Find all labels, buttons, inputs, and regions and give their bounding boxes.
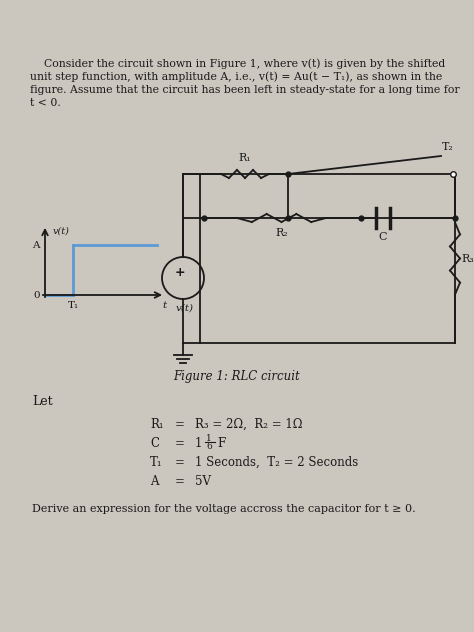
Text: Consider the circuit shown in Figure 1, where v(t) is given by the shifted: Consider the circuit shown in Figure 1, … <box>30 58 445 68</box>
Text: =: = <box>175 418 185 431</box>
Text: R₃ = 2Ω,  R₂ = 1Ω: R₃ = 2Ω, R₂ = 1Ω <box>195 418 302 431</box>
Text: +: + <box>175 265 185 279</box>
Text: Derive an expression for the voltage accross the capacitor for t ≥ 0.: Derive an expression for the voltage acc… <box>32 504 416 514</box>
Text: 1: 1 <box>206 434 212 443</box>
Text: T₁: T₁ <box>150 456 163 469</box>
Text: R₂: R₂ <box>275 228 288 238</box>
Text: T₁: T₁ <box>67 301 79 310</box>
Text: R₃: R₃ <box>461 253 474 264</box>
Text: t < 0.: t < 0. <box>30 99 61 109</box>
Text: =: = <box>175 456 185 469</box>
Text: 6: 6 <box>206 442 212 451</box>
Text: Let: Let <box>32 395 53 408</box>
Text: =: = <box>175 437 185 450</box>
Text: Figure 1: RLC circuit: Figure 1: RLC circuit <box>173 370 301 383</box>
Text: v(t): v(t) <box>176 304 194 313</box>
Text: A: A <box>33 241 40 250</box>
Text: C: C <box>150 437 159 450</box>
Text: 0: 0 <box>33 291 40 300</box>
Text: R₁: R₁ <box>150 418 164 431</box>
Text: 1: 1 <box>195 437 202 450</box>
Text: T₂: T₂ <box>442 142 454 152</box>
Text: A: A <box>150 475 158 488</box>
Text: F: F <box>217 437 225 450</box>
Text: C: C <box>379 232 387 242</box>
Text: figure. Assume that the circuit has been left in steady-state for a long time fo: figure. Assume that the circuit has been… <box>30 85 460 95</box>
Text: 1 Seconds,  T₂ = 2 Seconds: 1 Seconds, T₂ = 2 Seconds <box>195 456 358 469</box>
Text: t: t <box>163 301 167 310</box>
Text: =: = <box>175 475 185 488</box>
Text: 5V: 5V <box>195 475 211 488</box>
Text: R₁: R₁ <box>239 153 251 163</box>
Text: v(t): v(t) <box>53 227 70 236</box>
Text: unit step function, with amplitude A, i.e., v(t) = Au(t − T₁), as shown in the: unit step function, with amplitude A, i.… <box>30 71 442 82</box>
